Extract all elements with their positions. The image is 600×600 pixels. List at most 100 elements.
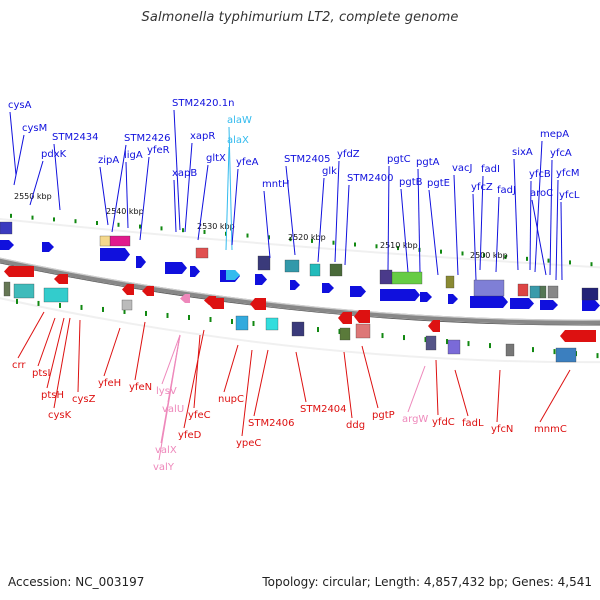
forward-gene-arrow [540, 300, 558, 310]
reverse-gene-arrow [354, 310, 370, 323]
gene-label-liga: ligA [124, 150, 143, 161]
tick-mark [446, 339, 448, 345]
forward-gene-arrow [255, 274, 267, 285]
leader-line [77, 319, 81, 393]
reverse-gene-arrow [428, 320, 440, 332]
gene-label-stm2404: STM2404 [300, 404, 347, 415]
tick-mark [268, 235, 270, 240]
feature-block [355, 323, 371, 339]
kbp-label: 2540 kbp [106, 207, 144, 216]
forward-gene-arrow [165, 262, 187, 274]
reverse-gene-arrow [54, 274, 68, 284]
feature-block [555, 347, 577, 363]
tick-mark [375, 244, 378, 249]
forward-gene-arrow [0, 240, 14, 250]
gene-label-xapb: xapB [172, 168, 197, 179]
leader-line [454, 369, 469, 417]
gene-label-ypec: ypeC [236, 438, 261, 449]
tick-mark [332, 240, 335, 245]
leader-line [197, 164, 209, 241]
gene-label-pdxk: pdxK [41, 149, 67, 160]
gene-label-cysa: cysA [8, 100, 32, 111]
leader-line [223, 344, 239, 393]
kbp-label: 2520 kbp [288, 233, 326, 242]
feature-block [121, 299, 133, 311]
gene-label-argw: argW [402, 414, 428, 425]
reverse-gene-arrow [4, 266, 34, 277]
feature-block [447, 339, 461, 355]
gene-label-yfcm: yfcM [556, 168, 580, 179]
tick-mark [483, 253, 485, 258]
feature-block [505, 343, 515, 357]
tick-mark [96, 221, 98, 225]
tick-mark [252, 321, 255, 327]
gene-label-yfca: yfcA [550, 148, 572, 159]
forward-gene-arrow [582, 300, 600, 311]
gene-label-stm2426: STM2426 [124, 133, 171, 144]
feature-block [0, 221, 13, 235]
gene-label-yfdc: yfdC [432, 417, 455, 428]
gene-label-cysk: cysK [48, 410, 72, 421]
leader-line [549, 159, 553, 276]
gene-label-fadi: fadI [481, 164, 500, 175]
feature-block [13, 283, 35, 299]
gene-label-valx: valX [155, 445, 177, 456]
tick-mark [317, 327, 319, 333]
leader-line [400, 188, 409, 273]
tick-mark [53, 217, 55, 222]
leader-line [184, 142, 193, 233]
gene-label-yfcz: yfcZ [471, 182, 493, 193]
leader-line [13, 134, 25, 186]
gene-label-mepa: mepA [540, 129, 569, 140]
gene-label-yfeh: yfeH [98, 378, 121, 389]
leader-line [9, 111, 17, 176]
forward-gene-arrow [510, 298, 534, 309]
kbp-label: 2510 kbp [380, 241, 418, 250]
leader-line [472, 193, 477, 281]
feature-block [195, 247, 209, 259]
leader-line [225, 146, 230, 251]
feature-block [425, 335, 437, 351]
gene-label-yfed: yfeD [178, 430, 202, 441]
reverse-gene-arrow [338, 312, 352, 324]
leader-line [361, 345, 379, 409]
gene-label-nupc: nupC [218, 394, 244, 405]
tick-mark [397, 246, 399, 251]
gene-label-alax: alaX [227, 135, 249, 146]
leader-line [479, 175, 484, 271]
tick-mark [231, 319, 233, 324]
feature-block [539, 285, 547, 299]
tick-mark [74, 219, 77, 224]
tick-mark [440, 249, 442, 254]
leader-line [231, 168, 239, 246]
tick-mark [37, 300, 40, 306]
gene-features [0, 221, 600, 363]
gene-label-aroc: aroC [530, 188, 553, 199]
leader-line [158, 334, 181, 461]
leader-line [253, 349, 269, 417]
gene-label-stm2420-1n: STM2420.1n [172, 98, 234, 109]
tick-mark [467, 341, 470, 347]
forward-gene-arrow [290, 280, 300, 290]
gene-label-gltx: gltX [206, 153, 226, 164]
reverse-gene-leaders [17, 311, 571, 461]
leader-line [46, 317, 65, 389]
tick-mark [461, 251, 464, 256]
gene-label-fadj: fadJ [497, 185, 516, 196]
feature-block [284, 259, 300, 273]
tick-mark [526, 256, 528, 261]
leader-line [560, 201, 563, 281]
gene-label-yfer: yfeR [147, 145, 170, 156]
gene-label-ptsi: ptsI [32, 368, 50, 379]
leader-line [539, 369, 571, 423]
gene-label-zipa: zipA [98, 155, 119, 166]
leader-line [263, 190, 271, 259]
leader-line [417, 168, 421, 273]
rna-feature [226, 270, 240, 280]
leader-line [99, 166, 109, 226]
feature-block [445, 275, 455, 289]
gene-label-cysm: cysM [22, 123, 47, 134]
